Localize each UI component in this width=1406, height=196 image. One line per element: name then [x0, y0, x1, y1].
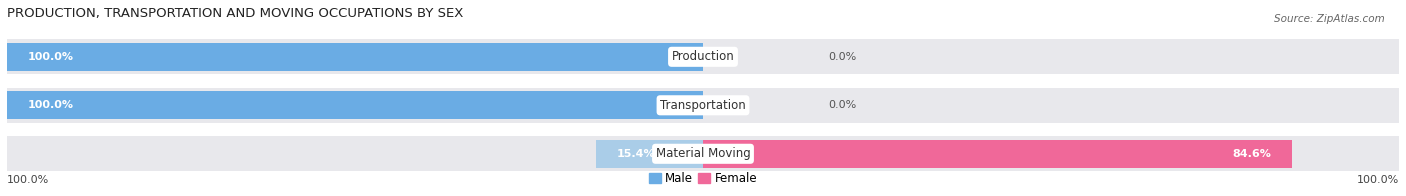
Text: 0.0%: 0.0% — [828, 52, 856, 62]
Text: Production: Production — [672, 50, 734, 63]
Bar — [7, 39, 1399, 74]
Bar — [703, 140, 1292, 168]
Text: 0.0%: 0.0% — [828, 100, 856, 110]
Text: 100.0%: 100.0% — [1357, 175, 1399, 185]
Text: 15.4%: 15.4% — [617, 149, 655, 159]
Text: Material Moving: Material Moving — [655, 147, 751, 160]
Text: 100.0%: 100.0% — [28, 100, 75, 110]
Text: PRODUCTION, TRANSPORTATION AND MOVING OCCUPATIONS BY SEX: PRODUCTION, TRANSPORTATION AND MOVING OC… — [7, 7, 464, 20]
Bar — [7, 43, 703, 71]
Text: 100.0%: 100.0% — [7, 175, 49, 185]
Text: Source: ZipAtlas.com: Source: ZipAtlas.com — [1274, 14, 1385, 24]
Legend: Male, Female: Male, Female — [644, 167, 762, 190]
Text: 100.0%: 100.0% — [28, 52, 75, 62]
Bar — [596, 140, 703, 168]
Bar — [7, 91, 703, 119]
Bar — [7, 88, 1399, 123]
Text: 84.6%: 84.6% — [1232, 149, 1271, 159]
Bar — [7, 136, 1399, 171]
Text: Transportation: Transportation — [661, 99, 745, 112]
